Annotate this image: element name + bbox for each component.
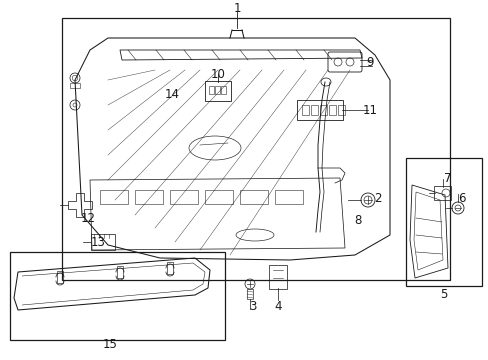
Bar [62,18,449,280]
Bar [319,105,326,115]
Bar [405,158,481,286]
Text: 12: 12 [81,211,95,225]
Text: 4: 4 [274,300,281,312]
Text: 14: 14 [164,89,179,102]
Text: 7: 7 [443,171,451,184]
Bar [166,262,173,274]
Bar [215,86,220,94]
Text: 8: 8 [354,213,361,226]
Bar [117,266,123,278]
Bar [170,190,198,204]
Text: 10: 10 [210,68,225,81]
Bar [135,190,163,204]
Bar [246,289,252,299]
Bar [337,105,345,115]
Text: 3: 3 [249,300,256,312]
Text: 6: 6 [457,192,465,204]
Bar [10,252,224,340]
Text: 1: 1 [233,1,240,14]
Bar [302,105,308,115]
Text: 5: 5 [439,288,447,301]
Bar [57,271,63,283]
Bar [100,190,128,204]
Bar [240,190,267,204]
Text: 13: 13 [90,235,105,248]
Bar [221,86,225,94]
Bar [328,105,335,115]
Bar [70,83,80,88]
Text: 11: 11 [362,104,377,117]
Bar [204,190,232,204]
Text: 15: 15 [102,338,117,351]
Text: 9: 9 [366,55,373,68]
Text: 2: 2 [373,192,381,204]
Bar [274,190,303,204]
Bar [208,86,214,94]
Bar [310,105,317,115]
